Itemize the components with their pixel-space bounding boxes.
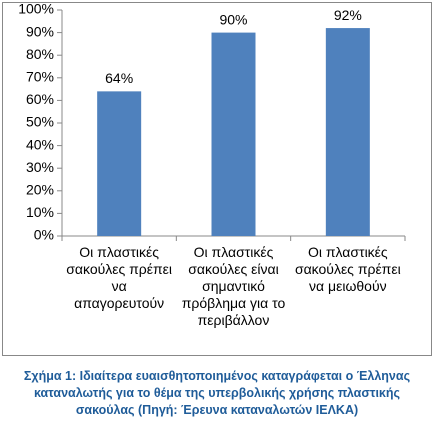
y-tick-label: 0% bbox=[34, 227, 54, 243]
y-tick-label: 60% bbox=[26, 91, 54, 107]
y-tick-label: 30% bbox=[26, 159, 54, 175]
y-tick-label: 40% bbox=[26, 136, 54, 152]
y-tick-label: 50% bbox=[26, 114, 54, 130]
caption: Σχήμα 1: Ιδιαίτερα ευαισθητοποιημένος κα… bbox=[23, 369, 411, 417]
y-tick-label: 80% bbox=[26, 46, 54, 62]
x-tick-label: Οι πλαστικές σακούλες είναι σημαντικό πρ… bbox=[181, 244, 286, 328]
value-label: 64% bbox=[105, 70, 133, 86]
x-tick-label: Οι πλαστικές σακούλες πρέπει να μειωθούν bbox=[294, 244, 401, 294]
bar bbox=[325, 28, 370, 236]
value-label: 90% bbox=[219, 11, 247, 27]
y-tick-label: 10% bbox=[26, 204, 54, 220]
x-tick-label: Οι πλαστικές σακούλες πρέπει να απαγορευ… bbox=[66, 244, 173, 311]
y-tick-label: 100% bbox=[18, 1, 54, 17]
y-tick-label: 70% bbox=[26, 69, 54, 85]
y-tick-label: 20% bbox=[26, 182, 54, 198]
chart-border bbox=[2, 2, 432, 356]
y-tick-label: 90% bbox=[26, 23, 54, 39]
chart: 0% 10% 20% 30% 40% 50% 60% 70% 80% 90% 100% 64% 90% 9… bbox=[2, 1, 432, 356]
bar bbox=[97, 91, 142, 236]
bar bbox=[211, 32, 256, 236]
value-label: 92% bbox=[334, 7, 362, 23]
